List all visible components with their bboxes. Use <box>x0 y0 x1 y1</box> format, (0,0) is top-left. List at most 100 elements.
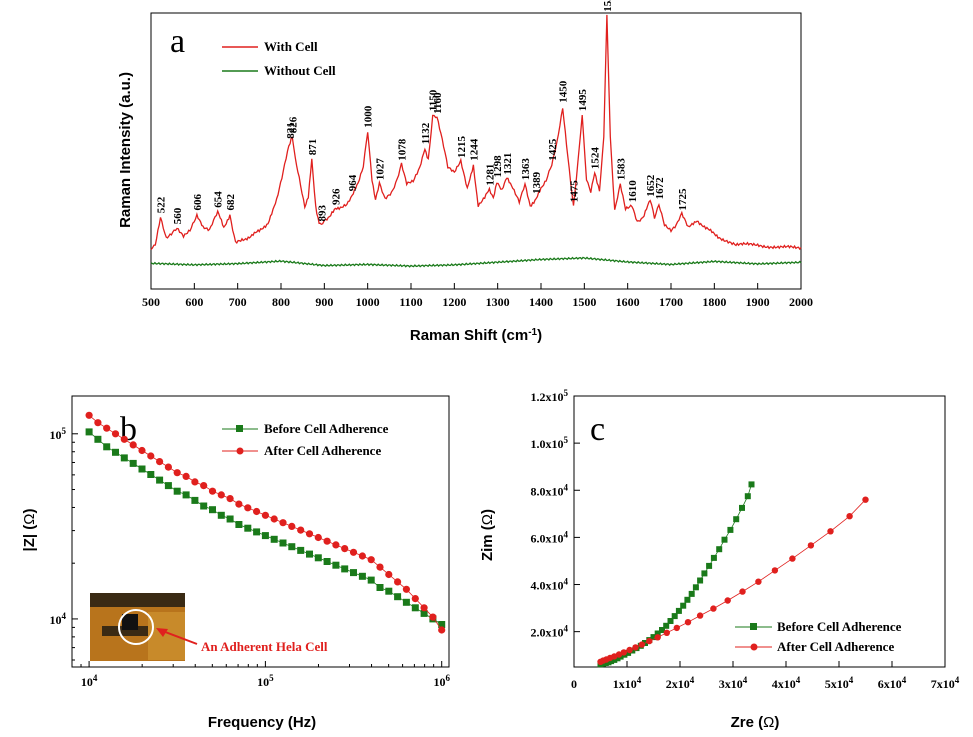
panel-a-x-axis-title: Raman Shift (cm-1) <box>410 327 542 345</box>
panel-a-x-tick-label: 700 <box>229 295 247 309</box>
legend-with-cell-label: With Cell <box>264 39 318 54</box>
panel-b-point-after <box>94 419 102 427</box>
tick-exp: 4 <box>564 529 569 539</box>
panel-b-point-after <box>341 545 349 553</box>
peak-label: 1475 <box>569 180 581 203</box>
tick-exp: 4 <box>564 482 569 492</box>
panel-c-point-before <box>727 526 734 533</box>
tick-base: 10 <box>50 613 62 627</box>
peak-label: 682 <box>225 194 237 211</box>
panel-c-ticks: 0 1x104 2x104 3x104 4x104 5x104 6x104 7x1042.0x… <box>531 388 960 691</box>
panel-b-point-after <box>411 595 419 603</box>
panel-b-point-after <box>420 604 428 612</box>
panel-b-point-after <box>314 533 322 542</box>
panel-b-point-after <box>191 478 199 486</box>
panel-c-x-axis-title-main: Zre ( <box>731 714 764 731</box>
panel-c-point-before <box>654 630 661 637</box>
panel-b-point-after <box>367 556 375 564</box>
inset-cell-dark <box>122 614 138 630</box>
panel-c-point-after <box>827 528 834 535</box>
peak-label: 1725 <box>677 188 689 211</box>
panel-a-series-line-without-cell <box>150 256 802 268</box>
panel-c-x-tick-label: 5x104 <box>825 675 854 691</box>
panel-b-series <box>85 411 446 634</box>
panel-b-point-before <box>85 428 93 436</box>
panel-b-point-before <box>112 448 119 456</box>
panel-b-point-after <box>323 537 331 545</box>
panel-b-point-after <box>182 472 190 480</box>
panel-b-point-after <box>111 430 120 438</box>
tick-mantissa: 1.2x10 <box>531 390 564 404</box>
panel-c-point-before <box>710 554 717 561</box>
panel-b-point-before <box>253 528 261 536</box>
tick-exp: 4 <box>564 577 569 587</box>
tick-mantissa: 4x10 <box>772 677 796 691</box>
peak-label: 1389 <box>531 171 543 194</box>
panel-c-legend: Before Cell Adherence After Cell Adheren… <box>735 619 902 654</box>
panel-c-point-before <box>659 627 665 633</box>
panel-b-point-before <box>182 491 190 499</box>
panel-a-series-line-with-cell <box>150 14 802 251</box>
panel-c-point-before <box>733 516 740 523</box>
panel-b-point-after <box>332 541 340 549</box>
panel-c-y-tick-label: 2.0x104 <box>531 624 569 640</box>
panel-b-point-after <box>349 548 358 556</box>
peak-label: 821 <box>285 122 297 139</box>
tick-mantissa: 8.0x10 <box>531 484 564 498</box>
panel-b-point-before <box>261 532 269 540</box>
panel-b-point-after <box>208 487 217 495</box>
tick-mantissa: 1x10 <box>613 677 637 691</box>
panel-c-point-before <box>692 584 699 591</box>
tick-exp: 4 <box>743 675 748 685</box>
panel-b-point-before <box>279 539 287 547</box>
panel-a-y-axis-title: Raman Intensity (a.u.) <box>117 72 134 228</box>
tick-exp: 4 <box>564 624 569 634</box>
panel-b-point-before <box>420 609 428 617</box>
panel-b-legend: Before Cell Adherence After Cell Adheren… <box>222 421 389 458</box>
panel-c-x-tick-label: 2x104 <box>666 675 695 691</box>
tick-mantissa: 7x10 <box>931 677 955 691</box>
panel-b-y-axis-title-sym: Ω <box>21 514 38 525</box>
tick-mantissa: 6.0x10 <box>531 531 564 545</box>
panel-c-x-tick-label: 7x104 <box>931 675 960 691</box>
panel-b-point-after <box>358 552 366 560</box>
panel-c-point-before <box>650 634 657 641</box>
panel-c-point-before <box>663 622 670 629</box>
panel-b-point-after <box>235 500 243 508</box>
panel-b-point-before <box>226 515 234 523</box>
panel-a-frame <box>150 12 802 290</box>
panel-b-point-after <box>156 458 164 466</box>
panel-b-point-before <box>217 511 225 519</box>
panel-a-series <box>150 14 802 268</box>
tick-base: 10 <box>50 428 62 442</box>
panel-c-point-after <box>807 542 815 549</box>
panel-c-x-tick-label: 3x104 <box>719 675 748 691</box>
panel-c-y-tick-label: 6.0x104 <box>531 529 569 545</box>
tick-mantissa: 1.0x10 <box>531 437 564 451</box>
panel-b-point-before <box>411 604 419 612</box>
panel-c-y-axis-title: Zim (Ω) <box>479 509 496 561</box>
panel-c-series-line-before <box>600 484 752 665</box>
peak-label: 1078 <box>397 138 409 161</box>
legend-c-before-marker <box>750 623 757 630</box>
tick-base: 10 <box>433 675 445 689</box>
panel-c-point-after <box>696 612 704 619</box>
panel-b-point-before <box>297 546 305 554</box>
tick-mantissa: 6x10 <box>878 677 902 691</box>
panel-c-frame <box>573 395 946 668</box>
panel-c-point-before <box>625 649 632 656</box>
panel-c-x-tick-label: 0 <box>571 677 577 691</box>
panel-c-x-tick-label: 6x104 <box>878 675 907 691</box>
peak-label: 1363 <box>520 158 532 181</box>
panel-c-point-after <box>710 605 717 612</box>
panel-b-point-before <box>288 543 296 551</box>
panel-a-x-tick-label: 1200 <box>442 295 466 309</box>
panel-b-x-tick-label: 105 <box>257 673 274 689</box>
panel-b-point-after <box>297 526 305 534</box>
panel-c-point-after <box>771 567 779 574</box>
panel-b-point-before <box>209 506 216 514</box>
panel-b-point-after <box>376 563 384 571</box>
panel-c-point-after <box>739 588 746 595</box>
panel-c-point-after <box>673 624 680 632</box>
